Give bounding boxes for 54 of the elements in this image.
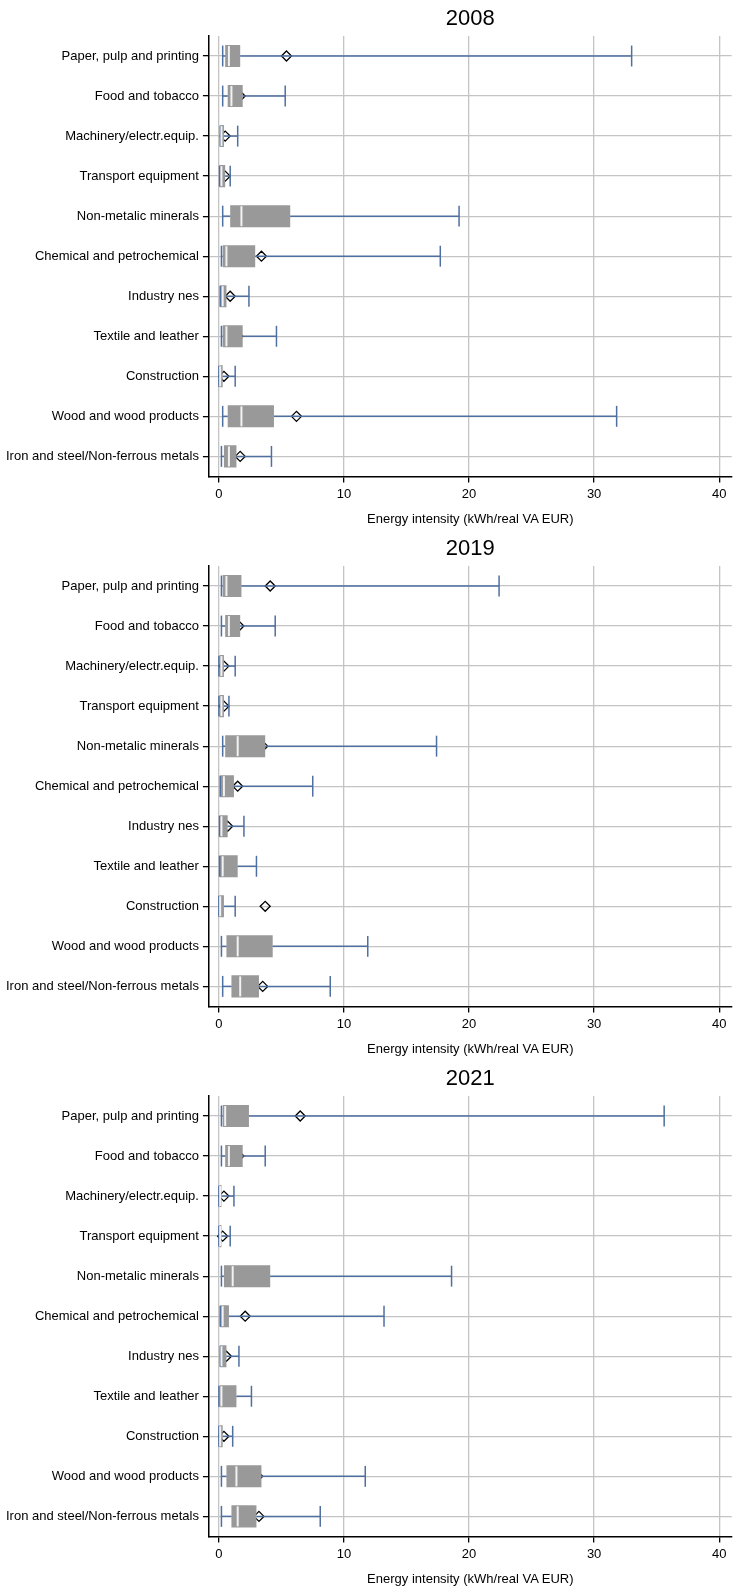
- y-tick-label: Construction: [125, 897, 199, 913]
- x-tick-label: 20: [461, 1015, 477, 1031]
- y-tick-label: Textile and leather: [93, 1387, 200, 1403]
- x-axis-title: Energy intensity (kWh/real VA EUR): [367, 1041, 574, 1057]
- x-tick-label: 10: [336, 485, 352, 501]
- y-tick-label: Textile and leather: [93, 857, 200, 873]
- x-tick-label: 10: [336, 1545, 352, 1561]
- y-tick-label: Construction: [125, 1427, 199, 1443]
- x-tick-label: 0: [215, 485, 223, 501]
- y-tick-label: Machinery/electr.equip.: [65, 657, 199, 673]
- y-tick-label: Chemical and petrochemical: [34, 1307, 200, 1323]
- y-tick-label: Iron and steel/Non-ferrous metals: [5, 1507, 200, 1523]
- y-tick-label: Machinery/electr.equip.: [65, 127, 199, 143]
- y-tick-label: Transport equipment: [79, 167, 200, 183]
- chart-title: 2019: [445, 535, 495, 561]
- y-tick-label: Industry nes: [128, 287, 200, 303]
- y-tick-label: Food and tobacco: [94, 87, 199, 103]
- y-tick-label: Food and tobacco: [94, 617, 199, 633]
- x-tick-label: 30: [586, 1015, 602, 1031]
- x-tick-label: 20: [461, 485, 477, 501]
- y-tick-label: Wood and wood products: [51, 937, 200, 953]
- chart-title: 2021: [445, 1065, 495, 1091]
- y-tick-label: Paper, pulp and printing: [61, 1107, 199, 1123]
- y-tick-label: Iron and steel/Non-ferrous metals: [5, 977, 200, 993]
- x-tick-label: 20: [461, 1545, 477, 1561]
- y-tick-label: Industry nes: [128, 1347, 200, 1363]
- y-tick-label: Paper, pulp and printing: [61, 577, 199, 593]
- x-axis-title: Energy intensity (kWh/real VA EUR): [367, 1571, 574, 1587]
- x-tick-label: 40: [711, 1545, 727, 1561]
- x-tick-label: 0: [215, 1015, 223, 1031]
- y-tick-label: Chemical and petrochemical: [34, 777, 200, 793]
- y-tick-label: Transport equipment: [79, 697, 200, 713]
- y-tick-label: Machinery/electr.equip.: [65, 1187, 199, 1203]
- y-tick-label: Non-metalic minerals: [76, 737, 200, 753]
- x-tick-label: 30: [586, 485, 602, 501]
- y-tick-label: Non-metalic minerals: [76, 1267, 200, 1283]
- y-tick-label: Food and tobacco: [94, 1147, 199, 1163]
- y-tick-label: Iron and steel/Non-ferrous metals: [5, 447, 200, 463]
- x-tick-label: 10: [336, 1015, 352, 1031]
- x-tick-label: 40: [711, 485, 727, 501]
- y-tick-label: Paper, pulp and printing: [61, 47, 199, 63]
- y-tick-label: Transport equipment: [79, 1227, 200, 1243]
- x-tick-label: 0: [215, 1545, 223, 1561]
- chart-title: 2008: [445, 5, 495, 31]
- y-tick-label: Chemical and petrochemical: [34, 247, 200, 263]
- x-axis-title: Energy intensity (kWh/real VA EUR): [367, 511, 574, 527]
- y-tick-label: Construction: [125, 367, 199, 383]
- y-tick-label: Industry nes: [128, 817, 200, 833]
- y-tick-label: Non-metalic minerals: [76, 207, 200, 223]
- x-tick-label: 40: [711, 1015, 727, 1031]
- y-tick-label: Wood and wood products: [51, 1467, 200, 1483]
- y-tick-label: Wood and wood products: [51, 407, 200, 423]
- y-tick-label: Textile and leather: [93, 327, 200, 343]
- x-tick-label: 30: [586, 1545, 602, 1561]
